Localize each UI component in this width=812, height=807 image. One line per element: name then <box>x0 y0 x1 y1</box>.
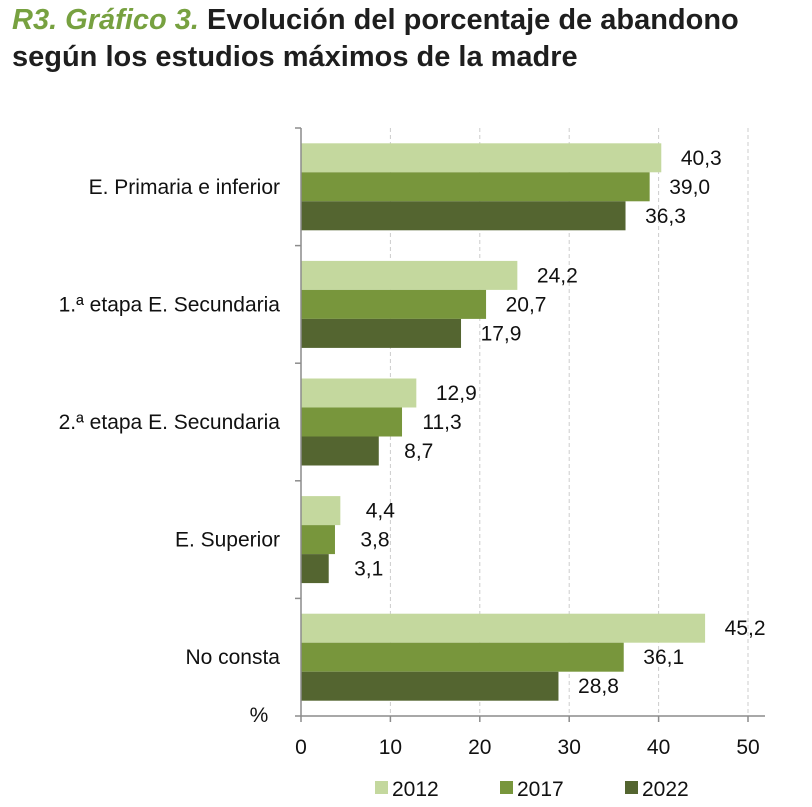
axis-unit-label: % <box>250 704 269 727</box>
x-tick-label: 50 <box>736 736 759 759</box>
legend-label: 2012 <box>392 778 439 801</box>
x-tick-label: 40 <box>647 736 670 759</box>
bar-2012 <box>301 143 662 173</box>
bar-2022 <box>301 554 329 584</box>
data-label: 12,9 <box>436 382 477 405</box>
x-tick-label: 20 <box>468 736 491 759</box>
x-tick-label: 0 <box>295 736 307 759</box>
data-label: 40,3 <box>681 147 722 170</box>
legend-swatch-2012 <box>375 781 388 794</box>
data-label: 36,3 <box>645 205 686 228</box>
legend-label: 2022 <box>642 778 689 801</box>
data-label: 3,1 <box>354 558 383 581</box>
legend-label: 2017 <box>517 778 564 801</box>
bar-2012 <box>301 613 706 643</box>
data-label: 3,8 <box>360 529 389 552</box>
data-label: 17,9 <box>481 322 522 345</box>
bar-2017 <box>301 525 335 555</box>
chart-number: R3. Gráfico 3. <box>12 4 199 36</box>
category-label: No consta <box>185 646 280 669</box>
bar-2012 <box>301 496 341 526</box>
bar-2022 <box>301 201 626 231</box>
category-label: E. Superior <box>175 529 280 552</box>
x-tick-label: 10 <box>379 736 402 759</box>
bar-2017 <box>301 407 403 437</box>
bar-2012 <box>301 260 518 290</box>
title-line-1: Evolución del porcentaje de abandono <box>207 4 739 36</box>
data-label: 36,1 <box>643 646 684 669</box>
category-label: E. Primaria e inferior <box>89 176 280 199</box>
legend-swatch-2022 <box>625 781 638 794</box>
data-label: 39,0 <box>669 176 710 199</box>
data-label: 20,7 <box>506 293 547 316</box>
category-label: 1.ª etapa E. Secundaria <box>59 293 281 316</box>
title-line-2: según los estudios máximos de la madre <box>12 41 578 73</box>
x-tick-label: 30 <box>558 736 581 759</box>
data-label: 11,3 <box>422 411 461 434</box>
data-label: 45,2 <box>725 617 766 640</box>
data-label: 4,4 <box>366 500 396 523</box>
data-label: 8,7 <box>404 440 433 463</box>
category-label: 2.ª etapa E. Secundaria <box>59 411 281 434</box>
chart-title: R3. Gráfico 3. Evolución del porcentaje … <box>12 2 807 76</box>
data-label: 24,2 <box>537 264 578 287</box>
bar-2012 <box>301 378 417 408</box>
data-label: 28,8 <box>578 675 619 698</box>
bar-2022 <box>301 671 559 701</box>
bar-2017 <box>301 172 650 202</box>
bar-2017 <box>301 289 487 319</box>
legend-swatch-2017 <box>500 781 513 794</box>
bar-2017 <box>301 642 624 672</box>
bar-2022 <box>301 436 379 466</box>
bar-2022 <box>301 318 462 348</box>
